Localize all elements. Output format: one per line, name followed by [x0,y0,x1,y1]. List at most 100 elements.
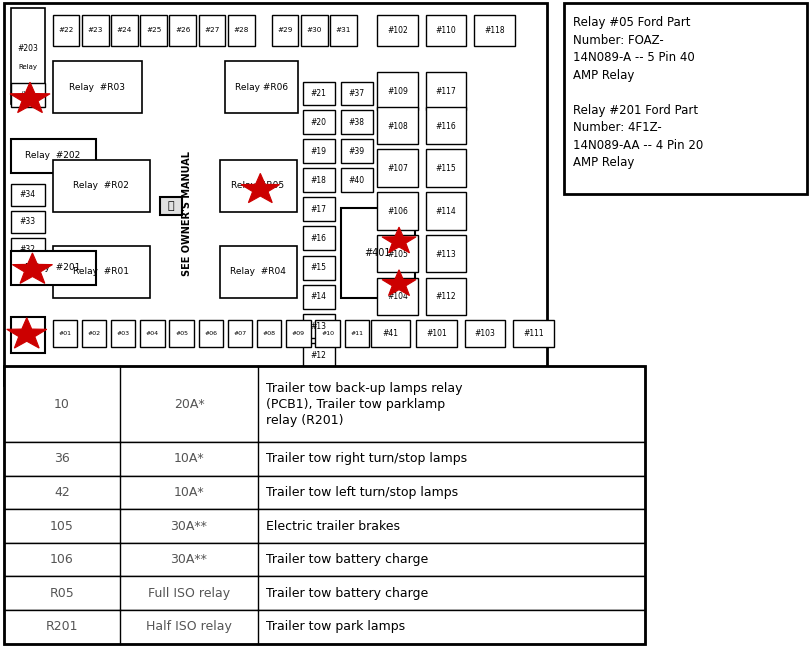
Text: #118: #118 [484,26,505,35]
Text: #39: #39 [349,147,365,156]
Bar [303,197,335,221]
Bar [4,442,645,476]
Text: 42: 42 [54,486,70,499]
Text: #32: #32 [19,245,36,254]
Text: 30A**: 30A** [170,553,208,566]
Bar [82,320,106,347]
Text: #34: #34 [19,190,36,199]
Bar [377,72,418,110]
Text: #41: #41 [382,329,398,338]
Text: #116: #116 [436,122,457,131]
Bar [377,15,418,46]
Bar [111,320,135,347]
Bar [303,343,335,367]
Text: #12: #12 [311,351,327,360]
Text: 20A*: 20A* [174,397,204,411]
Text: Relay #05 Ford Part
Number: FOAZ-
14N089-A -- 5 Pin 40
AMP Relay

Relay #201 For: Relay #05 Ford Part Number: FOAZ- 14N089… [573,16,704,169]
Text: Ⓡ: Ⓡ [168,201,174,212]
Bar [220,246,297,298]
Text: #19: #19 [311,147,327,156]
Text: #13: #13 [311,322,327,331]
Bar [53,15,79,46]
Text: #27: #27 [204,27,220,34]
Bar [341,110,373,134]
Text: #112: #112 [436,292,457,302]
Text: #08: #08 [263,331,276,336]
Bar [140,320,165,347]
Text: #22: #22 [58,27,74,34]
Polygon shape [241,173,280,203]
Text: Half ISO relay: Half ISO relay [146,620,232,633]
Text: R201: R201 [45,620,79,633]
Bar [426,192,466,230]
Bar [426,15,466,46]
Bar [426,278,466,315]
Text: SEE OWNER'S MANUAL: SEE OWNER'S MANUAL [182,151,191,276]
Text: #14: #14 [311,292,327,302]
Text: #108: #108 [387,122,408,131]
Text: Trailer tow right turn/stop lamps: Trailer tow right turn/stop lamps [266,452,467,465]
Bar [4,366,645,644]
Text: Relay  #R04: Relay #R04 [230,267,285,276]
Bar [220,160,297,212]
Bar [341,168,373,192]
Bar [82,15,109,46]
Polygon shape [10,82,50,113]
Bar [377,235,418,272]
Bar [465,320,505,347]
Text: 10A*: 10A* [174,452,204,465]
Text: #29: #29 [277,27,293,34]
Bar [4,3,547,385]
Bar [11,251,96,285]
Bar [303,314,335,338]
Text: #107: #107 [387,164,408,173]
Text: #04: #04 [146,331,159,336]
Text: #17: #17 [311,205,327,214]
Bar [111,15,138,46]
Text: #37: #37 [349,89,365,98]
Text: #38: #38 [349,118,365,127]
Text: #11: #11 [350,331,363,336]
Text: #06: #06 [204,331,217,336]
Bar [4,543,645,576]
Bar [257,320,281,347]
Bar [53,246,150,298]
Text: Relay: Relay [18,63,37,70]
Text: #109: #109 [387,87,408,96]
Text: Relay  #201: Relay #201 [25,263,80,272]
Text: #26: #26 [175,27,191,34]
Bar [345,320,369,347]
Text: Trailer tow left turn/stop lamps: Trailer tow left turn/stop lamps [266,486,458,499]
Text: #114: #114 [436,207,457,216]
Text: #28: #28 [234,27,249,34]
Text: 30A**: 30A** [170,520,208,532]
Text: #115: #115 [436,164,457,173]
Bar [303,285,335,309]
Text: #104: #104 [387,292,408,302]
Text: Electric trailer brakes: Electric trailer brakes [266,520,400,532]
Text: #15: #15 [311,263,327,272]
Text: #20: #20 [311,118,327,127]
Text: Trailer tow battery charge: Trailer tow battery charge [266,553,428,566]
Bar [11,8,45,104]
Text: R05: R05 [49,587,75,600]
Text: Relay  #R03: Relay #R03 [69,83,126,92]
Text: Relay  #R01: Relay #R01 [73,267,130,276]
Bar [426,235,466,272]
Bar [4,366,645,442]
Bar [371,320,410,347]
Polygon shape [12,253,53,283]
Bar [11,83,45,107]
Bar [377,278,418,315]
Polygon shape [6,318,47,348]
Text: #31: #31 [336,27,351,34]
Text: #106: #106 [387,207,408,216]
Bar [513,320,554,347]
Text: Trailer tow battery charge: Trailer tow battery charge [266,587,428,600]
Bar [11,139,96,173]
Bar [303,139,335,163]
Bar [228,320,252,347]
Bar [11,317,45,353]
Text: Trailer tow park lamps: Trailer tow park lamps [266,620,406,633]
Bar [4,509,645,543]
